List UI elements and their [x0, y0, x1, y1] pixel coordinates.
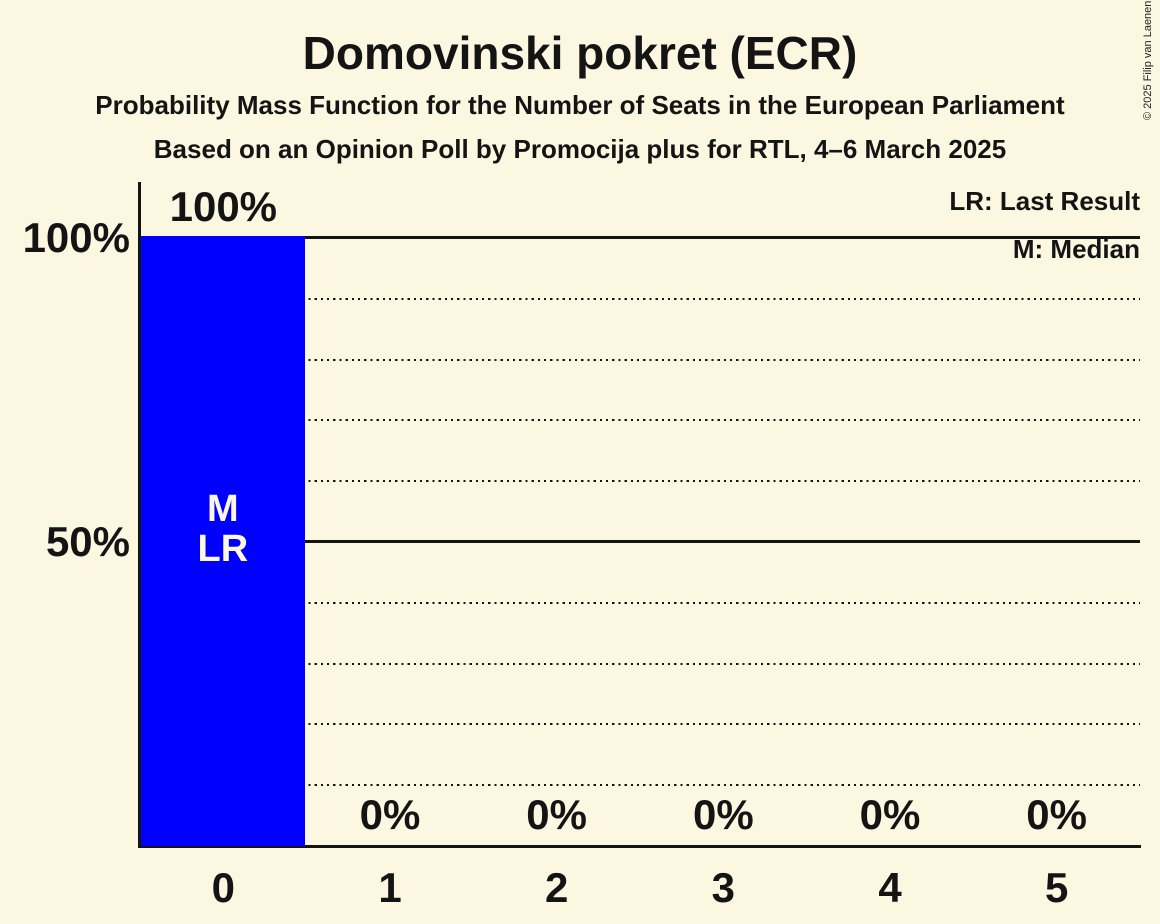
chart-title: Domovinski pokret (ECR) [302, 27, 858, 79]
gridline-solid-100pct [141, 236, 1140, 239]
y-tick-label-100pct: 100% [22, 214, 130, 261]
y-axis-line [138, 182, 141, 848]
legend-median: M: Median [1012, 234, 1140, 264]
bar-value-label-0: 100% [169, 183, 278, 230]
gridline-dotted-70pct [141, 419, 1140, 421]
legend-last-result: LR: Last Result [949, 186, 1140, 216]
bar-value-label-5: 0% [1026, 791, 1087, 838]
gridline-dotted-40pct [141, 602, 1140, 604]
bar-value-label-2: 0% [526, 791, 587, 838]
gridline-dotted-90pct [141, 298, 1140, 300]
gridline-dotted-10pct [141, 784, 1140, 786]
gridline-solid-50pct [141, 540, 1140, 543]
chart-subtitle: Probability Mass Function for the Number… [95, 90, 1065, 120]
gridline-dotted-60pct [141, 480, 1140, 482]
bar-value-label-3: 0% [692, 791, 754, 838]
chart-source-subtitle: Based on an Opinion Poll by Promocija pl… [153, 134, 1007, 164]
x-tick-label-0: 0 [211, 864, 235, 911]
y-tick-label-50pct: 50% [45, 518, 130, 565]
x-axis-line [138, 845, 1141, 848]
x-tick-label-1: 1 [378, 864, 402, 911]
x-tick-label-4: 4 [878, 864, 902, 911]
gridline-dotted-80pct [141, 359, 1140, 361]
gridline-dotted-20pct [141, 723, 1140, 725]
x-tick-label-3: 3 [711, 864, 735, 911]
bar-value-label-1: 0% [359, 791, 421, 838]
bar-value-label-4: 0% [859, 791, 921, 838]
x-tick-label-5: 5 [1044, 864, 1069, 911]
gridline-dotted-30pct [141, 663, 1140, 665]
copyright-notice: © 2025 Filip van Laenen [1142, 0, 1154, 120]
x-tick-label-2: 2 [544, 864, 569, 911]
bar-median-last-result-label: M LR [197, 488, 249, 570]
bar-seat-0 [141, 236, 305, 846]
